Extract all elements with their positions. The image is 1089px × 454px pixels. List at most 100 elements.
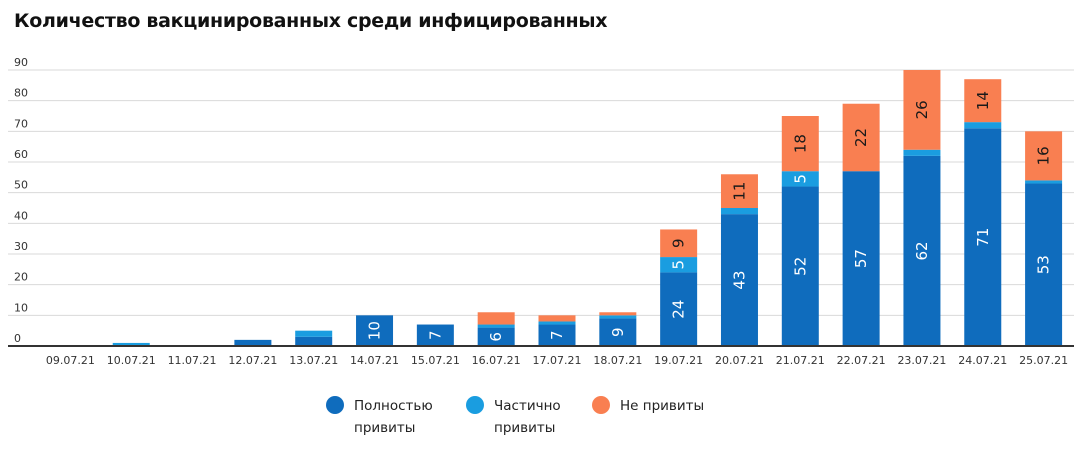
bar-segment-2-20.07.21 <box>720 174 758 208</box>
bar-segment-1-21.07.21 <box>781 171 819 187</box>
x-tick-label-24.07.21: 24.07.21 <box>958 354 1007 367</box>
x-tick-label-20.07.21: 20.07.21 <box>715 354 764 367</box>
data-label-0-22.07.21: 57 <box>852 249 870 268</box>
bar-segment-1-25.07.21 <box>1025 180 1063 184</box>
bar-segment-0-16.07.21 <box>477 327 515 346</box>
bar-segment-1-18.07.21 <box>599 315 637 319</box>
bar-segment-1-20.07.21 <box>720 208 758 215</box>
x-tick-label-16.07.21: 16.07.21 <box>472 354 521 367</box>
data-label-2-19.07.21: 9 <box>670 238 688 248</box>
bar-segment-2-21.07.21 <box>781 116 819 172</box>
bar-segment-1-19.07.21 <box>660 257 698 273</box>
legend-label-full: Полностью привиты <box>354 395 434 439</box>
data-label-2-21.07.21: 18 <box>791 134 809 153</box>
legend-item-full[interactable]: Полностью привиты <box>326 395 434 439</box>
bar-segment-0-23.07.21 <box>903 155 941 346</box>
x-tick-label-12.07.21: 12.07.21 <box>228 354 277 367</box>
y-tick-label-80: 80 <box>14 87 28 100</box>
x-tick-label-18.07.21: 18.07.21 <box>593 354 642 367</box>
bar-segment-1-10.07.21 <box>112 342 150 346</box>
data-label-0-25.07.21: 53 <box>1035 255 1053 274</box>
y-tick-label-30: 30 <box>14 240 28 253</box>
legend-label-partial: Частично привиты <box>494 395 574 439</box>
bar-segment-1-23.07.21 <box>903 149 941 156</box>
bar-segment-1-17.07.21 <box>538 321 576 325</box>
y-tick-label-90: 90 <box>14 56 28 69</box>
bar-segment-0-15.07.21 <box>416 324 454 346</box>
x-tick-label-19.07.21: 19.07.21 <box>654 354 703 367</box>
legend-label-none: Не привиты <box>620 395 730 417</box>
x-tick-label-25.07.21: 25.07.21 <box>1019 354 1068 367</box>
chart-title: Количество вакцинированных среди инфицир… <box>14 10 608 32</box>
data-label-0-16.07.21: 6 <box>487 332 505 342</box>
legend-partial-line2: привиты <box>494 420 556 436</box>
x-tick-label-09.07.21: 09.07.21 <box>46 354 95 367</box>
bar-segment-2-17.07.21 <box>538 315 576 322</box>
data-label-2-20.07.21: 11 <box>730 182 748 201</box>
bar-segment-2-24.07.21 <box>964 79 1002 123</box>
bar-segment-0-19.07.21 <box>660 272 698 346</box>
data-label-0-23.07.21: 62 <box>913 241 931 260</box>
bar-segment-0-20.07.21 <box>720 214 758 346</box>
y-tick-label-50: 50 <box>14 179 28 192</box>
bar-segment-0-22.07.21 <box>842 171 880 346</box>
data-label-2-23.07.21: 26 <box>913 100 931 119</box>
data-label-0-15.07.21: 7 <box>426 330 444 340</box>
legend-full-line1: Полностью <box>354 398 433 414</box>
bar-segment-2-23.07.21 <box>903 70 941 150</box>
y-tick-label-70: 70 <box>14 117 28 130</box>
x-tick-label-10.07.21: 10.07.21 <box>107 354 156 367</box>
bar-segment-2-16.07.21 <box>477 312 515 325</box>
bar-segment-0-14.07.21 <box>356 315 394 346</box>
legend-none-line1: Не привиты <box>620 398 705 414</box>
data-label-2-22.07.21: 22 <box>852 128 870 147</box>
bar-segment-0-25.07.21 <box>1025 183 1063 346</box>
y-tick-label-40: 40 <box>14 209 28 222</box>
data-label-0-18.07.21: 9 <box>609 327 627 337</box>
stacked-bar-chart: 0 10 20 30 40 50 60 70 80 90 09.07.21 10.07.21 11.07… <box>8 56 1074 367</box>
x-tick-label-14.07.21: 14.07.21 <box>350 354 399 367</box>
bar-segment-0-24.07.21 <box>964 128 1002 346</box>
data-label-2-24.07.21: 14 <box>974 91 992 110</box>
data-label-0-19.07.21: 24 <box>670 300 688 319</box>
data-label-1-21.07.21: 5 <box>791 174 809 184</box>
x-tick-label-11.07.21: 11.07.21 <box>168 354 217 367</box>
bar-segment-1-16.07.21 <box>477 324 515 328</box>
data-label-2-25.07.21: 16 <box>1035 146 1053 165</box>
bar-segment-1-13.07.21 <box>295 330 333 337</box>
x-tick-label-17.07.21: 17.07.21 <box>533 354 582 367</box>
legend-dot-none <box>592 396 610 414</box>
data-label-0-24.07.21: 71 <box>974 228 992 247</box>
legend-dot-full <box>326 396 344 414</box>
x-tick-label-23.07.21: 23.07.21 <box>897 354 946 367</box>
legend-item-partial[interactable]: Частично привиты <box>466 395 574 439</box>
y-tick-label-20: 20 <box>14 271 28 284</box>
y-tick-label-10: 10 <box>14 301 28 314</box>
data-label-0-14.07.21: 10 <box>366 321 384 340</box>
legend-item-none[interactable]: Не привиты <box>592 395 730 417</box>
data-label-0-20.07.21: 43 <box>730 271 748 290</box>
data-label-0-21.07.21: 52 <box>791 257 809 276</box>
bar-segment-2-18.07.21 <box>599 312 637 316</box>
data-label-0-17.07.21: 7 <box>548 330 566 340</box>
bar-segment-1-24.07.21 <box>964 122 1002 129</box>
bar-segment-2-25.07.21 <box>1025 131 1063 181</box>
x-tick-label-13.07.21: 13.07.21 <box>289 354 338 367</box>
y-tick-label-60: 60 <box>14 148 28 161</box>
chart-legend: Полностью привиты Частично привиты Не пр… <box>0 395 1089 445</box>
x-tick-label-22.07.21: 22.07.21 <box>837 354 886 367</box>
bar-segment-2-19.07.21 <box>660 229 698 258</box>
bar-segment-0-12.07.21 <box>234 339 272 346</box>
legend-dot-partial <box>466 396 484 414</box>
data-label-1-19.07.21: 5 <box>670 260 688 270</box>
bar-segment-0-21.07.21 <box>781 186 819 346</box>
x-tick-label-15.07.21: 15.07.21 <box>411 354 460 367</box>
bar-segment-2-22.07.21 <box>842 103 880 172</box>
x-tick-label-21.07.21: 21.07.21 <box>776 354 825 367</box>
legend-full-line2: привиты <box>354 420 416 436</box>
bar-segment-0-18.07.21 <box>599 318 637 346</box>
y-tick-label-0: 0 <box>14 332 21 345</box>
bar-segment-0-17.07.21 <box>538 324 576 346</box>
bar-segment-0-13.07.21 <box>295 336 333 346</box>
legend-partial-line1: Частично <box>494 398 561 414</box>
